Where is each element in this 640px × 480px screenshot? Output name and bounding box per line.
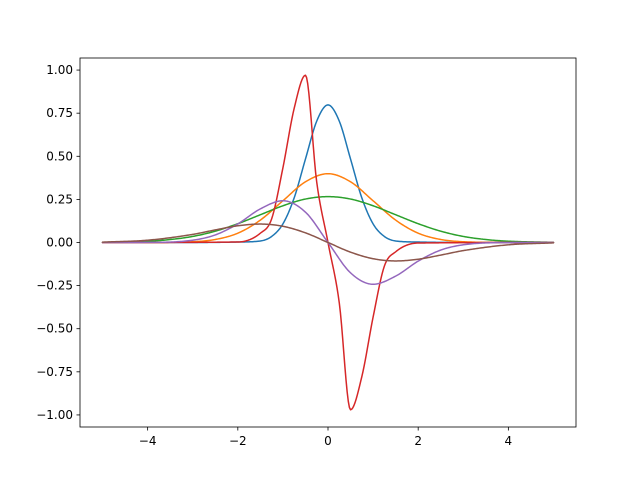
x-tick-label: 0 <box>324 434 332 448</box>
x-tick-label: −2 <box>229 434 247 448</box>
y-tick-label: 0.00 <box>46 236 73 250</box>
y-tick-label: 0.50 <box>46 149 73 163</box>
plot-frame <box>79 57 577 428</box>
y-tick-label: 1.00 <box>46 63 73 77</box>
ticks-layer: −4 −2 0 2 4 1.00 0.75 0.50 0.25 0.00 −0.25 −0.50 −0.… <box>36 63 512 448</box>
y-tick-label: −0.50 <box>36 322 73 336</box>
x-tick-label: −4 <box>139 434 157 448</box>
y-tick-label: 0.25 <box>46 192 73 206</box>
series-layer <box>101 74 555 411</box>
y-tick-label: −0.75 <box>36 365 73 379</box>
x-tick-label: 4 <box>505 434 513 448</box>
x-tick-label: 2 <box>414 434 422 448</box>
y-tick-label: −1.00 <box>36 408 73 422</box>
series-line-6 <box>101 223 555 262</box>
y-tick-label: 0.75 <box>46 106 73 120</box>
series-line-3 <box>101 195 555 244</box>
y-tick-label: −0.25 <box>36 279 73 293</box>
